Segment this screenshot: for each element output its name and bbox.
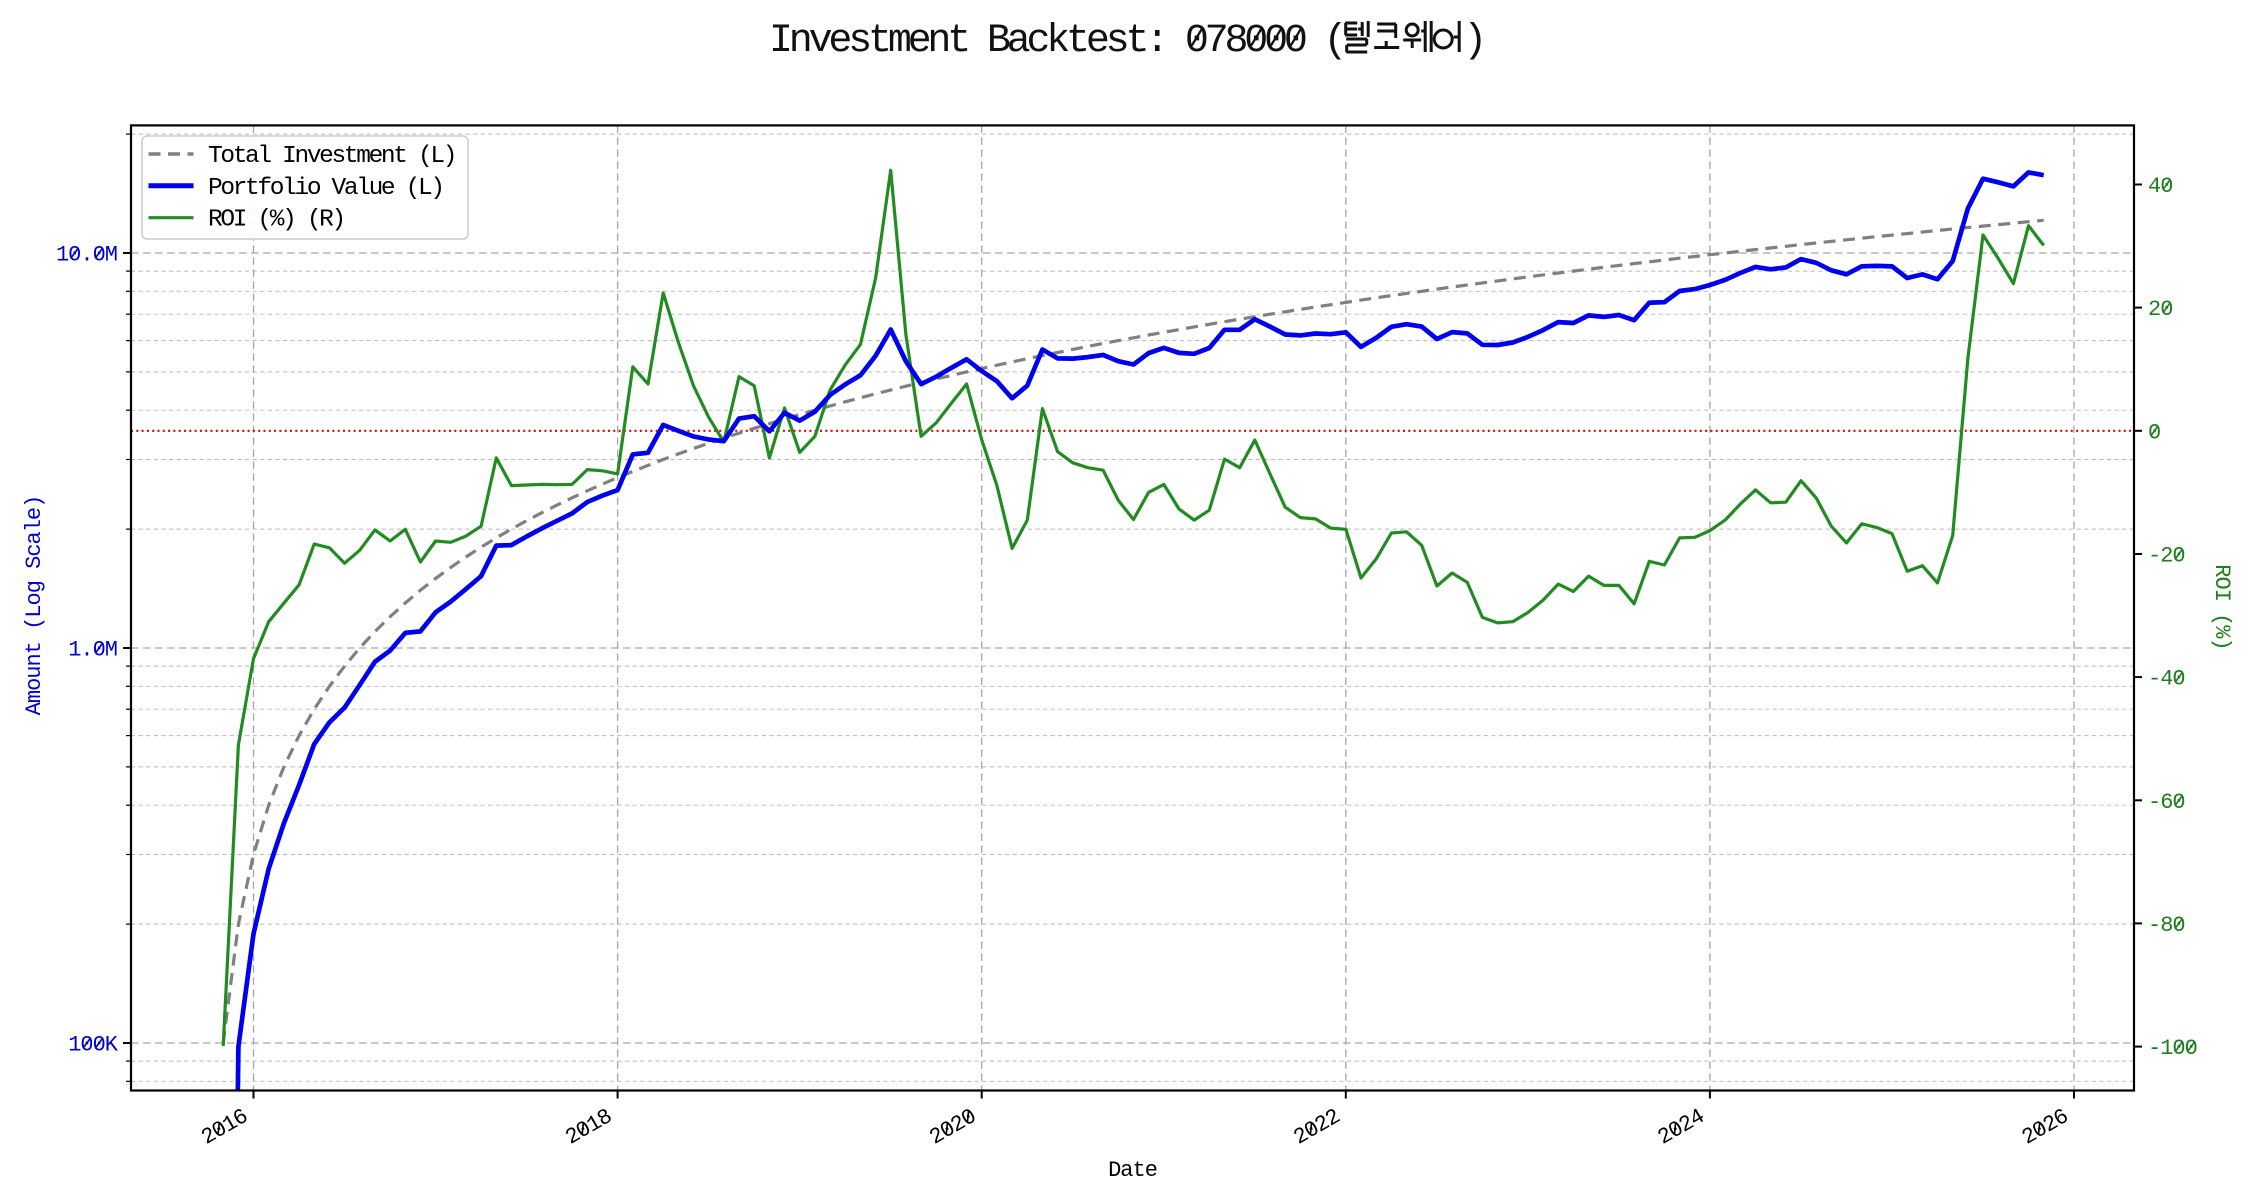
svg-text:20: 20 — [2148, 297, 2172, 322]
svg-text:Total Investment (L): Total Investment (L) — [208, 143, 455, 170]
svg-text:): ) — [1463, 19, 1483, 64]
svg-text:-40: -40 — [2148, 667, 2185, 692]
svg-text:-60: -60 — [2148, 790, 2185, 815]
svg-text:100K: 100K — [68, 1033, 119, 1058]
svg-text:Investment Backtest: 078000 (: Investment Backtest: 078000 ( — [769, 19, 1343, 64]
svg-text:Date: Date — [1108, 1158, 1157, 1183]
svg-text:0: 0 — [2148, 420, 2160, 445]
svg-text:10.0M: 10.0M — [56, 243, 117, 268]
svg-text:Portfolio Value (L): Portfolio Value (L) — [208, 175, 443, 202]
svg-text:ROI (%): ROI (%) — [2209, 564, 2234, 649]
svg-text:Amount (Log Scale): Amount (Log Scale) — [22, 496, 47, 716]
svg-text:-20: -20 — [2148, 544, 2185, 569]
svg-text:40: 40 — [2148, 174, 2172, 199]
svg-text:1.0M: 1.0M — [68, 638, 117, 663]
svg-text:-80: -80 — [2148, 913, 2185, 938]
svg-text:ROI (%) (R): ROI (%) (R) — [208, 207, 344, 234]
